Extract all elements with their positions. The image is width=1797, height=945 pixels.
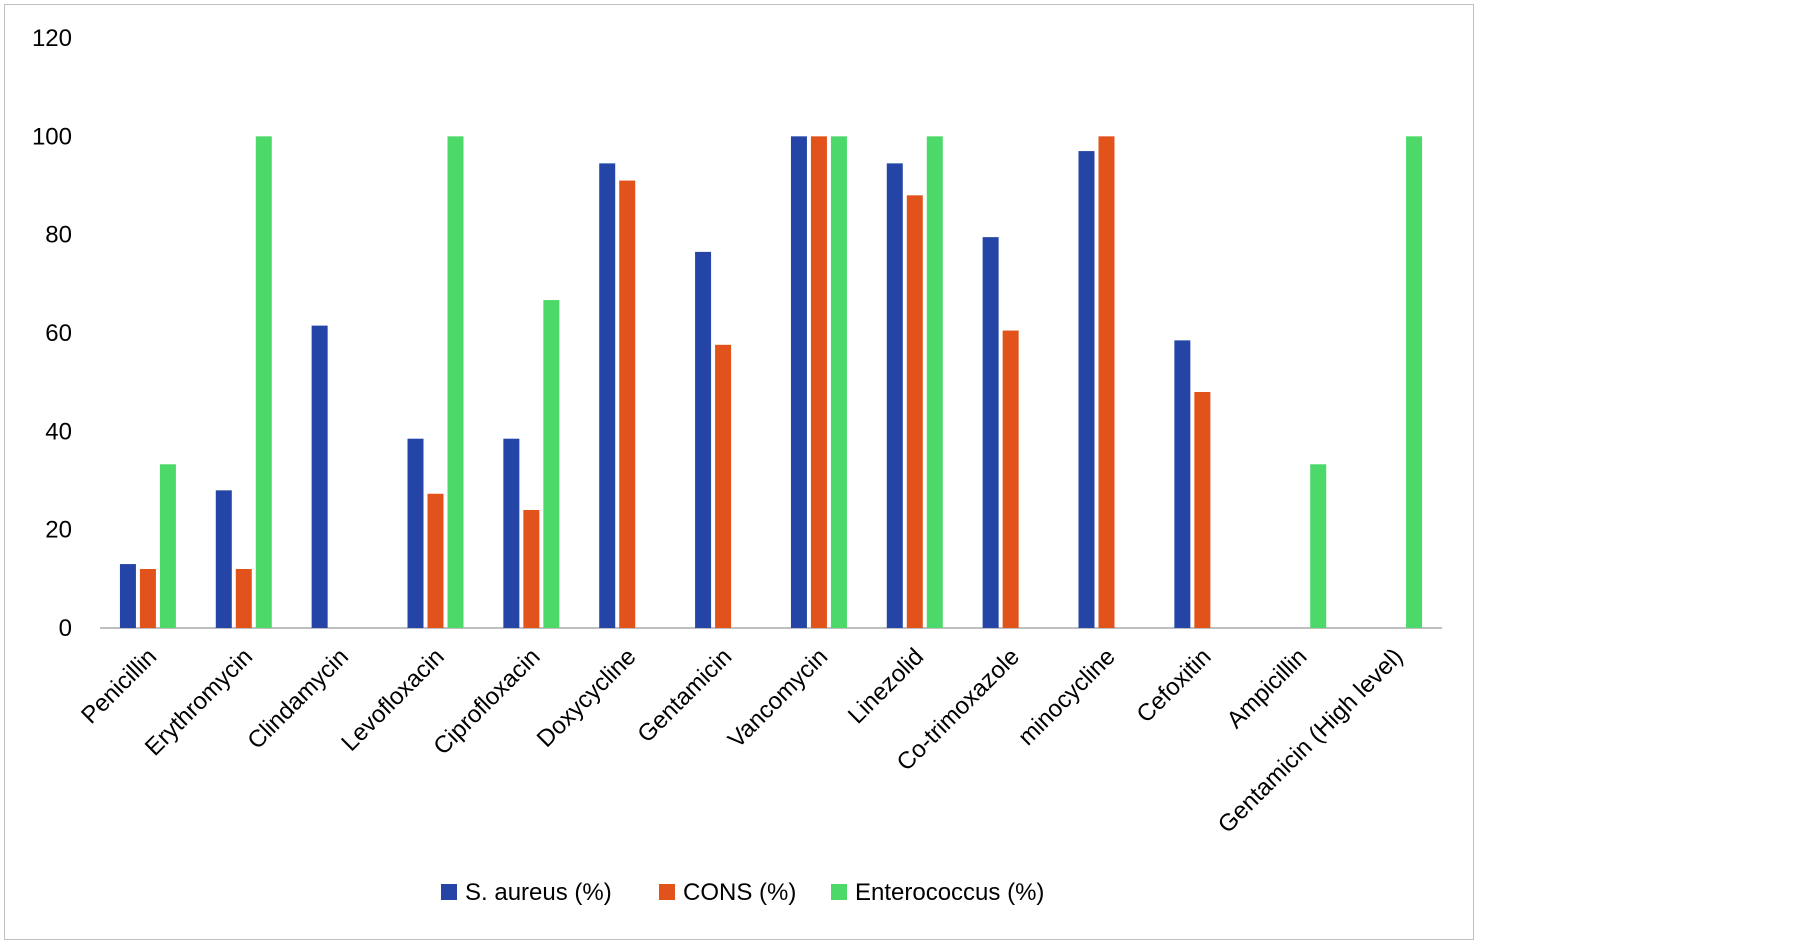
bar-cons-erythromycin: [235, 569, 252, 628]
legend-swatch: [441, 884, 457, 900]
legend-label: CONS (%): [683, 879, 796, 906]
bar-s-doxycycline: [599, 163, 616, 628]
bar-cons-minocycline: [1098, 136, 1115, 629]
bar-s-clindamycin: [311, 325, 328, 628]
bar-cons-doxycycline: [619, 180, 636, 629]
bar-s-erythromycin: [215, 490, 232, 628]
bar-cons-ciprofloxacin: [523, 510, 540, 628]
x-tick-label: Gentamicin: [632, 643, 737, 748]
bar-s-minocycline: [1078, 151, 1095, 629]
bar-s-cotrimoxazole: [982, 237, 999, 628]
y-tick-label: 60: [45, 320, 72, 347]
y-axis-ticks: 0 20 40 60 80 100 120: [32, 25, 72, 642]
chart-frame: [4, 4, 1474, 940]
bar-cons-vancomycin: [810, 136, 827, 629]
y-tick-label: 0: [59, 615, 72, 642]
bar-enterococcus-vancomycin: [830, 136, 847, 629]
bar-enterococcus-gentamicinhighlevel: [1406, 136, 1423, 629]
bar-enterococcus-ciprofloxacin: [543, 300, 560, 628]
bar-s-levofloxacin: [407, 438, 424, 628]
bar-s-penicillin: [119, 564, 136, 628]
legend-swatch: [659, 884, 675, 900]
bar-enterococcus-levofloxacin: [447, 136, 464, 629]
y-tick-label: 40: [45, 418, 72, 445]
legend: S. aureus (%) CONS (%) Enterococcus (%): [441, 879, 1044, 906]
bar-s-ciprofloxacin: [503, 438, 520, 628]
bar-cons-cotrimoxazole: [1002, 330, 1019, 628]
y-tick-label: 100: [32, 123, 72, 150]
bar-cons-penicillin: [139, 569, 156, 628]
bar-enterococcus-erythromycin: [255, 136, 272, 629]
x-tick-label: Gentamicin (High level): [1213, 643, 1408, 838]
bar-cons-gentamicin: [715, 344, 732, 628]
bar-s-vancomycin: [790, 136, 807, 629]
x-tick-label: minocycline: [1013, 643, 1121, 751]
x-tick-label: Penicillin: [76, 643, 162, 729]
legend-label: S. aureus (%): [465, 879, 612, 906]
x-tick-label: Linezolid: [843, 643, 929, 729]
bar-enterococcus-linezolid: [926, 136, 943, 629]
y-tick-label: 20: [45, 517, 72, 544]
y-tick-label: 120: [32, 25, 72, 52]
legend-swatch: [831, 884, 847, 900]
y-tick-label: 80: [45, 222, 72, 249]
bar-enterococcus-ampicillin: [1310, 464, 1327, 628]
bar-cons-linezolid: [906, 195, 923, 629]
bar-cons-levofloxacin: [427, 493, 444, 628]
bar-s-cefoxitin: [1174, 340, 1191, 628]
bar-cons-cefoxitin: [1194, 392, 1211, 628]
bar-s-gentamicin: [695, 251, 712, 628]
bars: [119, 136, 1423, 629]
x-tick-label: Doxycycline: [532, 643, 642, 753]
x-tick-label: Vancomycin: [723, 643, 833, 753]
bar-enterococcus-penicillin: [159, 464, 176, 628]
bar-s-linezolid: [886, 163, 903, 628]
legend-label: Enterococcus (%): [855, 879, 1044, 906]
x-tick-label: Ampicillin: [1222, 643, 1313, 734]
x-tick-label: Cefoxitin: [1131, 643, 1216, 728]
x-axis-labels: PenicillinErythromycinClindamycinLevoflo…: [76, 643, 1408, 838]
